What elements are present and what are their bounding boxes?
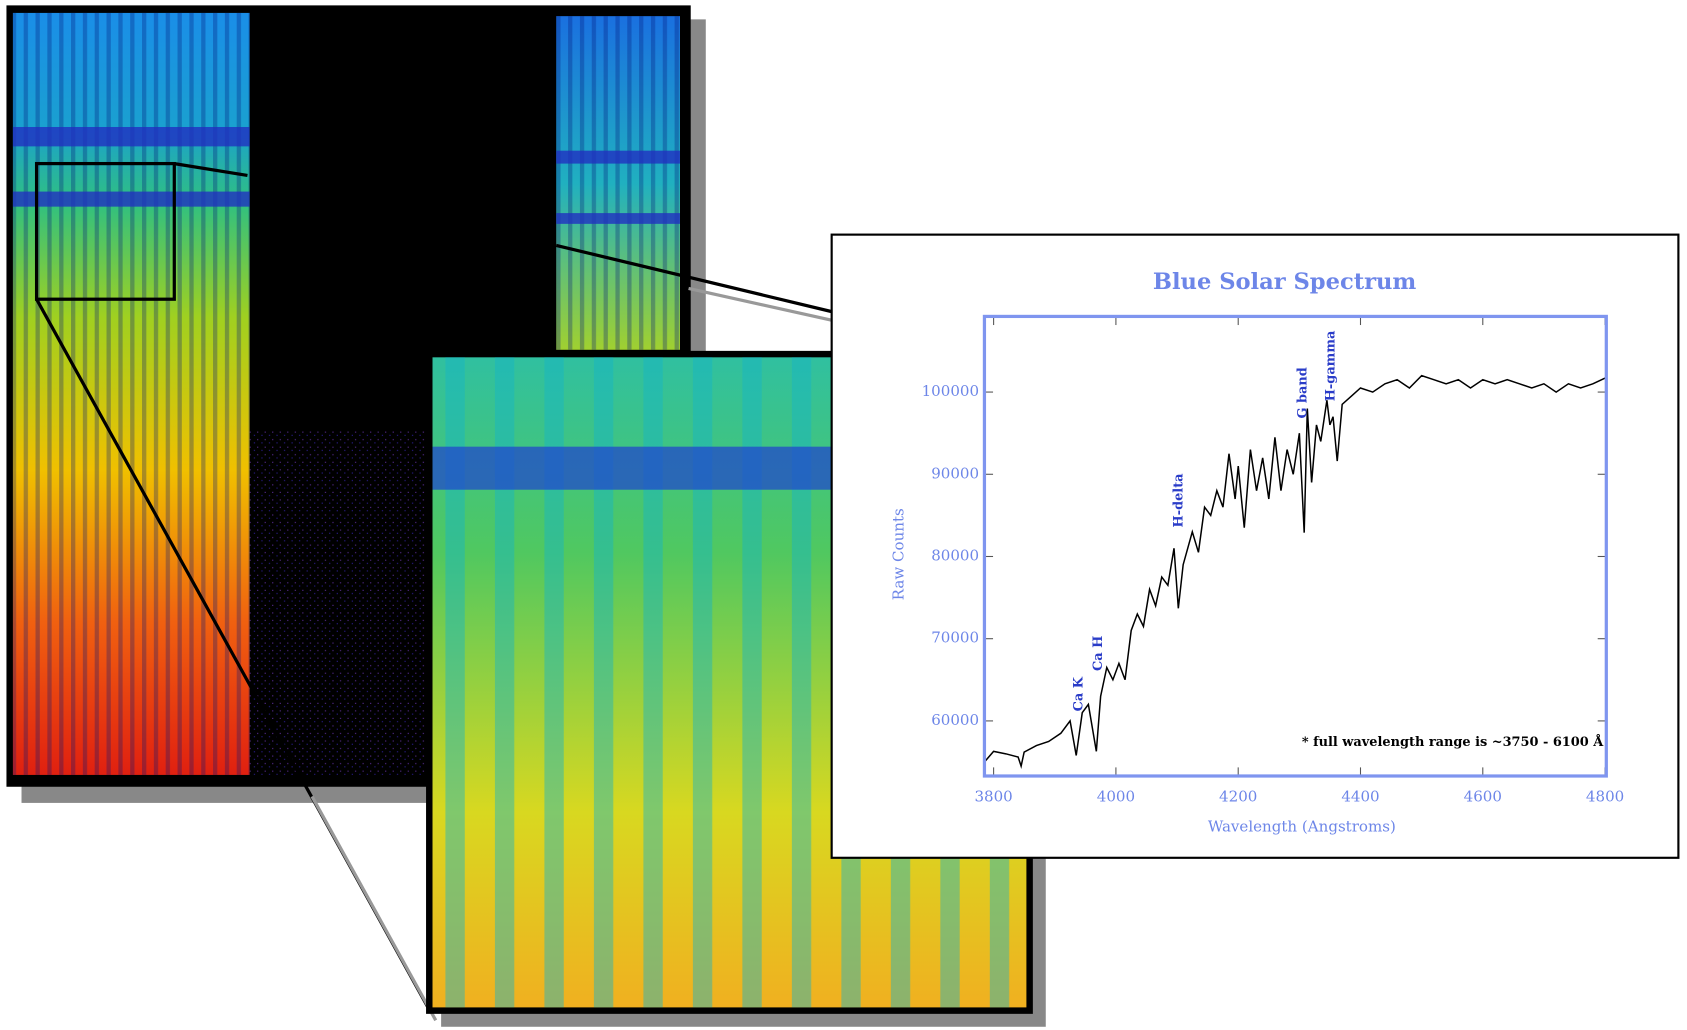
footnote: * full wavelength range is ~3750 - 6100 … xyxy=(1302,734,1604,750)
y-tick-label: 60000 xyxy=(931,711,979,729)
y-tick-label: 80000 xyxy=(931,546,979,564)
absorption xyxy=(13,192,250,207)
y-tick-label: 90000 xyxy=(931,464,979,482)
y-axis-label: Raw Counts xyxy=(889,508,907,600)
line-annotation: Ca H xyxy=(1091,636,1106,671)
chart-title: Blue Solar Spectrum xyxy=(1153,269,1417,295)
x-axis-label: Wavelength (Angstroms) xyxy=(1208,818,1396,836)
x-tick-label: 4800 xyxy=(1586,788,1624,806)
line-annotation: G band xyxy=(1295,367,1310,418)
x-tick-label: 3800 xyxy=(974,788,1012,806)
connector xyxy=(312,796,436,1020)
line-annotation: H-delta xyxy=(1172,473,1187,528)
line-annotation: Ca K xyxy=(1072,676,1087,711)
x-tick-label: 4400 xyxy=(1341,788,1379,806)
absorption xyxy=(13,127,250,146)
y-tick-label: 70000 xyxy=(931,629,979,647)
absorption xyxy=(556,213,680,224)
stripes xyxy=(556,16,680,350)
figure: Blue Solar Spectrum Wavelength (Angstrom… xyxy=(0,0,1687,1030)
absorption xyxy=(556,151,680,164)
line-annotation: H-gamma xyxy=(1323,330,1338,401)
x-tick-label: 4000 xyxy=(1097,788,1135,806)
x-tick-label: 4200 xyxy=(1219,788,1257,806)
x-tick-label: 4600 xyxy=(1464,788,1502,806)
y-tick-label: 100000 xyxy=(922,382,979,400)
